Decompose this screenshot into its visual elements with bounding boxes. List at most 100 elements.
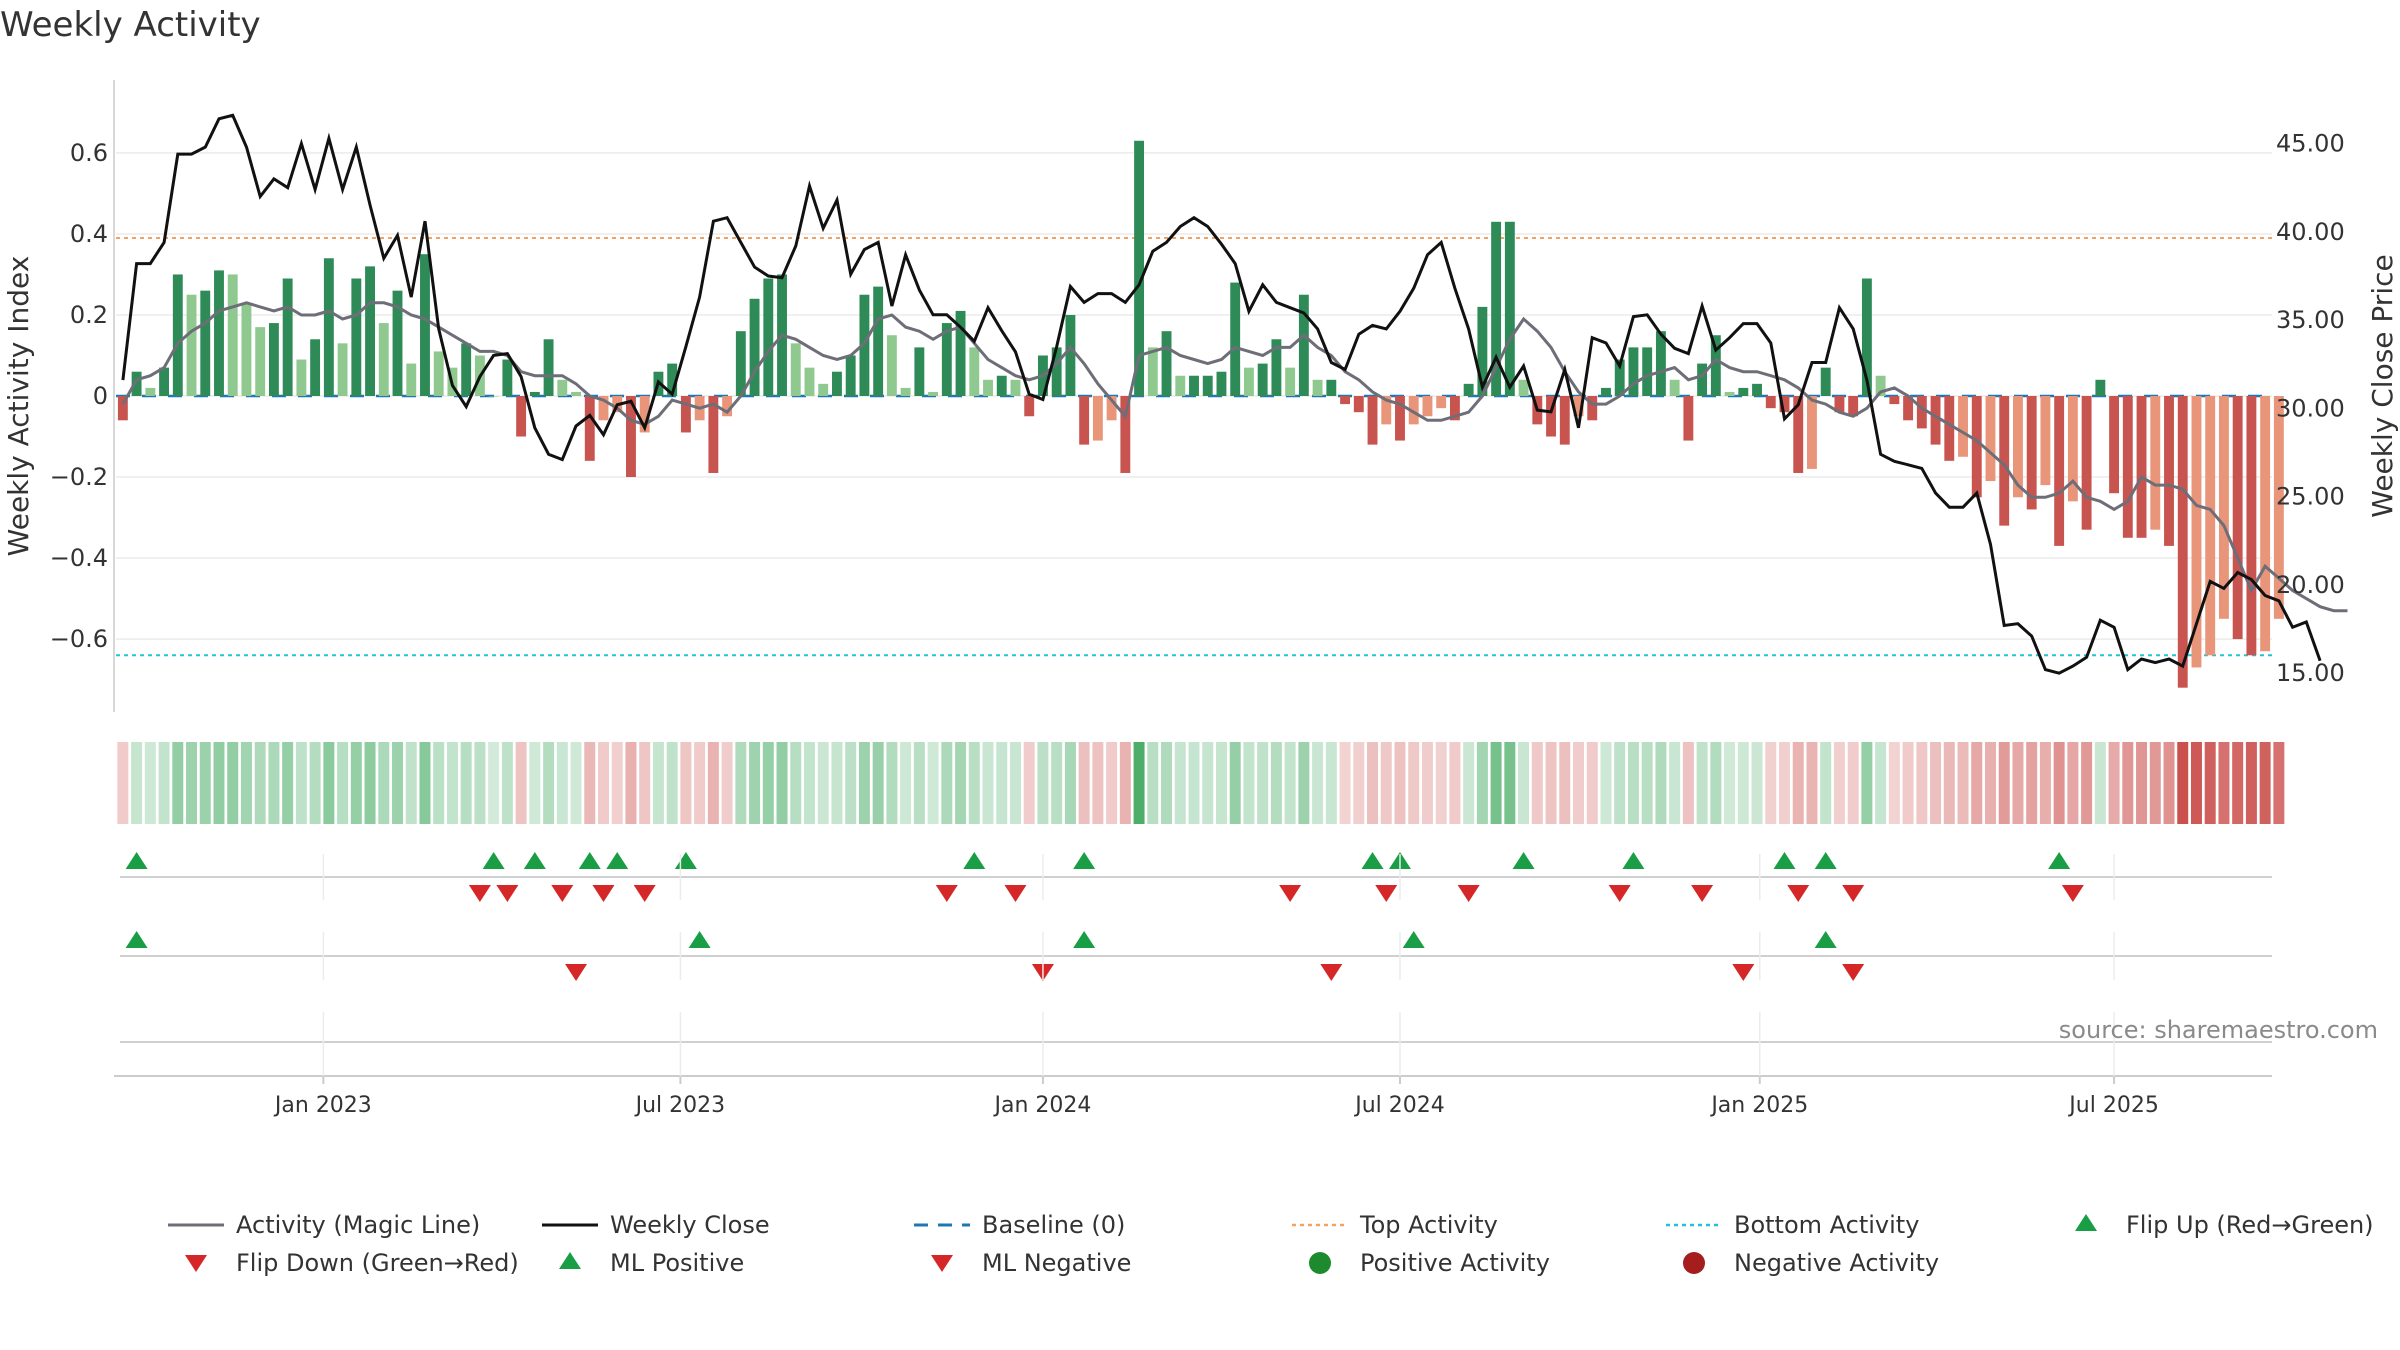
activity-strip-cell bbox=[1092, 742, 1104, 824]
activity-strip-cell bbox=[1133, 742, 1145, 824]
activity-strip-cell bbox=[1971, 742, 1983, 824]
activity-strip-cell bbox=[1106, 742, 1118, 824]
legend-label: Flip Down (Green→Red) bbox=[236, 1249, 519, 1277]
activity-bar bbox=[832, 371, 842, 396]
activity-strip-cell bbox=[1257, 742, 1269, 824]
activity-strip-cell bbox=[1119, 742, 1131, 824]
activity-bars bbox=[117, 140, 2284, 688]
activity-strip-cell bbox=[707, 742, 719, 824]
ml-positive-marker bbox=[1814, 931, 1837, 948]
activity-bar bbox=[1642, 347, 1653, 396]
activity-strip-cell bbox=[282, 742, 294, 824]
activity-strip-cell bbox=[2136, 742, 2148, 824]
activity-strip-cell bbox=[1586, 742, 1598, 824]
weekly-close-series bbox=[121, 113, 2322, 675]
flip-up-marker bbox=[2048, 852, 2071, 869]
activity-bar bbox=[584, 396, 595, 461]
y-tick-label-right: 30.00 bbox=[2276, 394, 2345, 422]
activity-strip-cell bbox=[254, 742, 266, 824]
activity-strip-cell bbox=[144, 742, 156, 824]
activity-strip-cell bbox=[295, 742, 307, 824]
activity-strip-cell bbox=[350, 742, 362, 824]
activity-strip-cell bbox=[955, 742, 967, 824]
flip-down-marker bbox=[592, 885, 615, 902]
activity-strip-cell bbox=[392, 742, 404, 824]
activity-bar bbox=[1257, 363, 1268, 396]
activity-bar bbox=[1285, 367, 1296, 396]
activity-strip-cell bbox=[817, 742, 829, 824]
activity-strip-cell bbox=[1916, 742, 1928, 824]
activity-strip-cell bbox=[172, 742, 184, 824]
activity-strip-cell bbox=[1902, 742, 1914, 824]
flip-up-marker bbox=[578, 852, 601, 869]
activity-bar bbox=[790, 343, 801, 396]
activity-strip-cell bbox=[543, 742, 555, 824]
activity-bar bbox=[1024, 396, 1035, 417]
activity-strip bbox=[117, 742, 2285, 824]
activity-bar bbox=[1189, 375, 1199, 396]
activity-strip-cell bbox=[2067, 742, 2079, 824]
series-lines bbox=[121, 113, 2348, 675]
activity-bar bbox=[2109, 396, 2120, 494]
activity-bar bbox=[378, 323, 389, 396]
activity-bar bbox=[145, 387, 156, 396]
activity-bar bbox=[1848, 396, 1859, 417]
activity-bar bbox=[1573, 396, 1584, 417]
activity-bar bbox=[1504, 221, 1515, 396]
activity-strip-cell bbox=[1641, 742, 1653, 824]
activity-strip-cell bbox=[1820, 742, 1832, 824]
flip-up-marker bbox=[963, 852, 986, 869]
activity-bar bbox=[1710, 335, 1721, 396]
activity-strip-cell bbox=[1421, 742, 1433, 824]
activity-strip-cell bbox=[1408, 742, 1420, 824]
activity-strip-cell bbox=[941, 742, 953, 824]
activity-bar bbox=[2081, 396, 2092, 530]
activity-bar bbox=[1134, 140, 1145, 396]
activity-strip-cell bbox=[2108, 742, 2120, 824]
activity-strip-cell bbox=[1215, 742, 1227, 824]
activity-strip-cell bbox=[1737, 742, 1749, 824]
activity-strip-cell bbox=[1367, 742, 1379, 824]
activity-strip-cell bbox=[1696, 742, 1708, 824]
flip-up-marker bbox=[606, 852, 629, 869]
legend-swatch-triangle-up bbox=[2075, 1214, 2097, 1231]
activity-strip-cell bbox=[2149, 742, 2161, 824]
legend-item: Weekly Close bbox=[542, 1211, 770, 1239]
activity-bar bbox=[1271, 339, 1282, 396]
activity-bar bbox=[186, 294, 197, 396]
activity-strip-cell bbox=[900, 742, 912, 824]
y-tick-label-left: 0 bbox=[93, 382, 108, 410]
legend-label: Activity (Magic Line) bbox=[236, 1211, 480, 1239]
activity-strip-cell bbox=[1765, 742, 1777, 824]
activity-bar bbox=[1738, 387, 1749, 396]
activity-strip-cell bbox=[2232, 742, 2244, 824]
legend: Activity (Magic Line) Weekly Close Baselin… bbox=[168, 1211, 2374, 1277]
activity-bar bbox=[1161, 331, 1172, 396]
activity-strip-cell bbox=[1339, 742, 1351, 824]
activity-bar bbox=[1367, 396, 1378, 445]
ml-negative-marker bbox=[1842, 964, 1865, 981]
legend-item: Baseline (0) bbox=[914, 1211, 1125, 1239]
x-tick-label: Jul 2024 bbox=[1353, 1093, 1445, 1118]
flip-down-marker bbox=[1279, 885, 1302, 902]
activity-strip-cell bbox=[927, 742, 939, 824]
activity-bar bbox=[735, 331, 746, 396]
activity-strip-cell bbox=[803, 742, 815, 824]
legend-label: Positive Activity bbox=[1360, 1249, 1550, 1277]
activity-bar bbox=[337, 343, 348, 396]
flip-up-marker bbox=[1622, 852, 1645, 869]
activity-bar bbox=[351, 278, 362, 396]
activity-strip-cell bbox=[584, 742, 596, 824]
activity-strip-cell bbox=[1984, 742, 1996, 824]
legend-label: Negative Activity bbox=[1734, 1249, 1939, 1277]
activity-strip-cell bbox=[611, 742, 623, 824]
activity-strip-cell bbox=[1435, 742, 1447, 824]
flip-down-marker bbox=[935, 885, 958, 902]
activity-strip-cell bbox=[1490, 742, 1502, 824]
activity-bar bbox=[1958, 396, 1968, 457]
activity-bar bbox=[1614, 359, 1625, 396]
activity-bar bbox=[2246, 396, 2257, 656]
activity-bar bbox=[2054, 396, 2065, 546]
activity-strip-cell bbox=[2204, 742, 2216, 824]
activity-strip-cell bbox=[2039, 742, 2051, 824]
